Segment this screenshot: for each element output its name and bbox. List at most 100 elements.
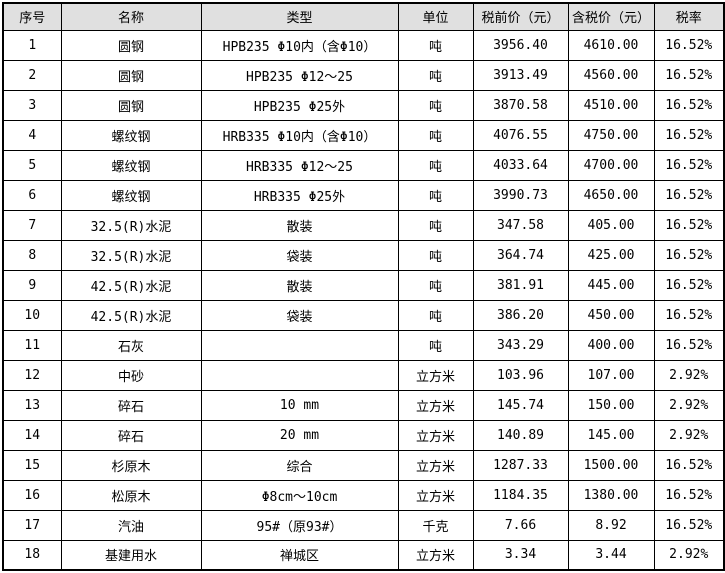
table-cell: 4033.64 <box>472 149 569 181</box>
table-cell: HPB235 Φ12～25 <box>200 59 399 91</box>
table-cell: 6 <box>2 179 62 211</box>
table-cell: 16 <box>2 479 62 511</box>
table-cell: 16.52% <box>653 119 725 151</box>
table-cell: 吨 <box>397 119 474 151</box>
column-header-3: 单位 <box>397 2 474 31</box>
table-cell: 4610.00 <box>567 29 655 61</box>
table-cell: 立方米 <box>397 479 474 511</box>
table-cell: HRB335 Φ10内（含Φ10） <box>200 119 399 151</box>
table-cell: 16.52% <box>653 299 725 331</box>
table-row: 3 圆钢 HPB235 Φ25外吨 3870.58 4510.00 16.52% <box>2 89 725 121</box>
table-cell: 20 mm <box>200 419 399 451</box>
header-row: 序号 名称 类型 单位 税前价（元） 含税价（元） 税率 <box>2 2 725 31</box>
table-cell: 立方米 <box>397 389 474 421</box>
table-cell: 17 <box>2 509 62 541</box>
table-cell: 圆钢 <box>60 89 202 121</box>
table-cell: 1184.35 <box>472 479 569 511</box>
table-cell: 3870.58 <box>472 89 569 121</box>
table-row: 13 碎石 10 mm 立方米 145.74 150.00 2.92% <box>2 389 725 421</box>
column-header-0: 序号 <box>2 2 62 31</box>
table-cell: 吨 <box>397 269 474 301</box>
table-cell: 16.52% <box>653 29 725 61</box>
table-row: 7 32.5(R)水泥 散装吨 347.58 405.00 16.52% <box>2 209 725 241</box>
table-cell: 1287.33 <box>472 449 569 481</box>
table-cell: HRB335 Φ25外 <box>200 179 399 211</box>
table-row: 18 基建用水 禅城区 立方米 3.34 3.44 2.92% <box>2 539 725 571</box>
table-cell: 2.92% <box>653 419 725 451</box>
table-cell: 吨 <box>397 59 474 91</box>
table-cell: 散装 <box>200 269 399 301</box>
table-row: 5 螺纹钢 HRB335 Φ12～25 吨 4033.64 4700.00 16.52% <box>2 149 725 181</box>
table-row: 15 杉原木 综合 立方米 1287.33 1500.00 16.52% <box>2 449 725 481</box>
table-cell: 4700.00 <box>567 149 655 181</box>
table-cell: HPB235 Φ25外 <box>200 89 399 121</box>
table-cell: 吨 <box>397 299 474 331</box>
table-cell: 10 mm <box>200 389 399 421</box>
table-cell: 2 <box>2 59 62 91</box>
table-row: 16 松原木 Φ8cm～10cm 立方米 1184.35 1380.00 16.52% <box>2 479 725 511</box>
table-row: 6 螺纹钢 HRB335 Φ25外吨 3990.73 4650.00 16.52% <box>2 179 725 211</box>
table-cell: 1 <box>2 29 62 61</box>
table-body: 1 圆钢 HPB235 Φ10内（含Φ10）吨 3956.40 4610.00 16.52… <box>2 29 725 571</box>
table-cell: 螺纹钢 <box>60 119 202 151</box>
table-cell: 2.92% <box>653 539 725 571</box>
table-cell: 3956.40 <box>472 29 569 61</box>
table-cell: 3.44 <box>567 539 655 571</box>
table-cell: 42.5(R)水泥 <box>60 299 202 331</box>
table-cell: 445.00 <box>567 269 655 301</box>
table-cell: 3913.49 <box>472 59 569 91</box>
table-cell: 4650.00 <box>567 179 655 211</box>
table-cell: 吨 <box>397 29 474 61</box>
table-cell: 杉原木 <box>60 449 202 481</box>
column-header-1: 名称 <box>60 2 202 31</box>
table-cell: 袋装 <box>200 299 399 331</box>
table-cell: 石灰 <box>60 329 202 361</box>
table-cell: 吨 <box>397 179 474 211</box>
table-cell: 16.52% <box>653 239 725 271</box>
table-cell: 95#（原93#） <box>200 509 399 541</box>
table-cell: 立方米 <box>397 359 474 391</box>
table-cell: 圆钢 <box>60 59 202 91</box>
column-header-6: 税率 <box>653 2 725 31</box>
table-cell: 3990.73 <box>472 179 569 211</box>
table-cell: 42.5(R)水泥 <box>60 269 202 301</box>
table-cell: 立方米 <box>397 419 474 451</box>
table-cell: 16.52% <box>653 509 725 541</box>
column-header-4: 税前价（元） <box>472 2 569 31</box>
table-cell: 吨 <box>397 239 474 271</box>
table-cell: 3 <box>2 89 62 121</box>
table-cell: 1500.00 <box>567 449 655 481</box>
table-cell: 汽油 <box>60 509 202 541</box>
table-cell <box>200 359 399 391</box>
table-cell: 450.00 <box>567 299 655 331</box>
table-cell: 14 <box>2 419 62 451</box>
table-cell: 吨 <box>397 329 474 361</box>
table-cell: 圆钢 <box>60 29 202 61</box>
table-cell: 16.52% <box>653 149 725 181</box>
table-cell: 16.52% <box>653 59 725 91</box>
table-cell: 10 <box>2 299 62 331</box>
table-cell: 381.91 <box>472 269 569 301</box>
table-cell: 7 <box>2 209 62 241</box>
table-cell: 386.20 <box>472 299 569 331</box>
table-cell: 立方米 <box>397 449 474 481</box>
table-cell: 364.74 <box>472 239 569 271</box>
table-cell: 综合 <box>200 449 399 481</box>
table-cell: 袋装 <box>200 239 399 271</box>
table-cell: HPB235 Φ10内（含Φ10） <box>200 29 399 61</box>
table-cell: 螺纹钢 <box>60 179 202 211</box>
table-cell <box>200 329 399 361</box>
table-cell: 140.89 <box>472 419 569 451</box>
table-cell: 107.00 <box>567 359 655 391</box>
table-cell: 32.5(R)水泥 <box>60 239 202 271</box>
table-cell: 禅城区 <box>200 539 399 571</box>
table-cell: 16.52% <box>653 449 725 481</box>
table-cell: 16.52% <box>653 209 725 241</box>
table-cell: 16.52% <box>653 89 725 121</box>
table-cell: 2.92% <box>653 359 725 391</box>
table-cell: 405.00 <box>567 209 655 241</box>
table-cell: 347.58 <box>472 209 569 241</box>
table-row: 8 32.5(R)水泥 袋装吨 364.74 425.00 16.52% <box>2 239 725 271</box>
table-cell: 散装 <box>200 209 399 241</box>
